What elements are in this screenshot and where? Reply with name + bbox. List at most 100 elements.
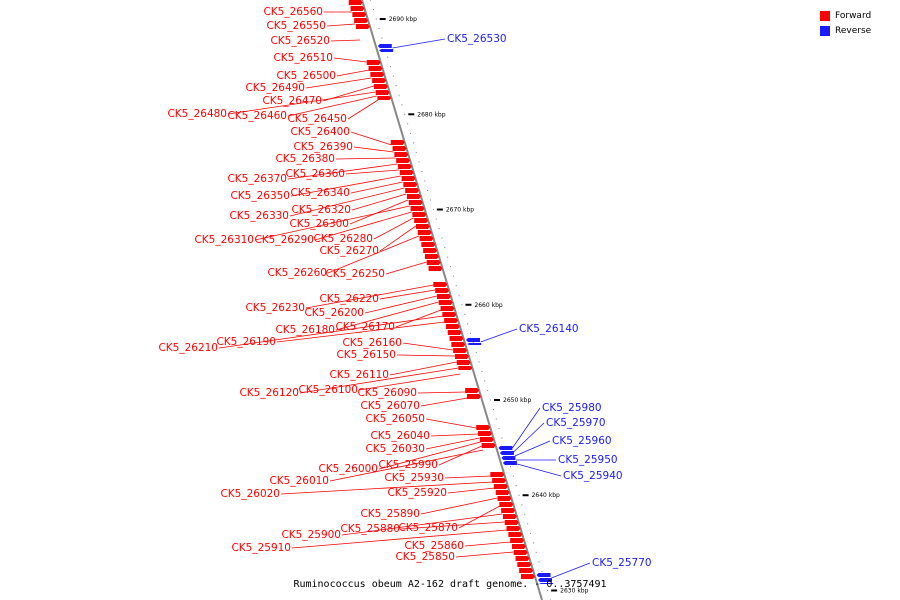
- forward-gene-feature[interactable]: [348, 0, 363, 5]
- forward-gene-feature[interactable]: [436, 294, 451, 299]
- forward-gene-feature[interactable]: [447, 330, 462, 335]
- reverse-gene-label[interactable]: CK5_25960: [552, 435, 612, 447]
- forward-gene-feature[interactable]: [401, 176, 416, 181]
- forward-gene-feature[interactable]: [444, 318, 459, 323]
- forward-gene-feature[interactable]: [440, 306, 455, 311]
- forward-gene-feature[interactable]: [497, 496, 512, 501]
- reverse-gene-feature[interactable]: [536, 573, 551, 577]
- forward-gene-label[interactable]: CK5_26160: [342, 337, 402, 349]
- forward-gene-label[interactable]: CK5_26560: [263, 6, 323, 18]
- forward-gene-label[interactable]: CK5_25920: [387, 487, 447, 499]
- forward-gene-label[interactable]: CK5_25870: [398, 522, 458, 534]
- forward-gene-feature[interactable]: [508, 532, 523, 537]
- forward-gene-label[interactable]: CK5_26310: [194, 234, 254, 246]
- forward-gene-feature[interactable]: [510, 538, 525, 543]
- forward-gene-label[interactable]: CK5_26360: [285, 168, 345, 180]
- forward-gene-feature[interactable]: [481, 443, 496, 448]
- forward-gene-label[interactable]: CK5_25850: [395, 551, 455, 563]
- forward-gene-feature[interactable]: [520, 574, 535, 579]
- forward-gene-label[interactable]: CK5_25930: [384, 472, 444, 484]
- forward-gene-feature[interactable]: [350, 6, 365, 11]
- forward-gene-feature[interactable]: [502, 514, 517, 519]
- forward-gene-label[interactable]: CK5_26480: [167, 108, 227, 120]
- forward-gene-feature[interactable]: [366, 60, 381, 65]
- forward-gene-feature[interactable]: [435, 288, 450, 293]
- forward-gene-feature[interactable]: [449, 336, 464, 341]
- forward-gene-label[interactable]: CK5_26450: [287, 113, 347, 125]
- forward-gene-label[interactable]: CK5_26380: [275, 153, 335, 165]
- forward-gene-feature[interactable]: [493, 484, 508, 489]
- reverse-gene-feature[interactable]: [466, 338, 480, 342]
- forward-gene-feature[interactable]: [410, 206, 425, 211]
- forward-gene-label[interactable]: CK5_26150: [336, 349, 396, 361]
- reverse-gene-feature[interactable]: [539, 583, 554, 584]
- reverse-gene-feature[interactable]: [501, 456, 516, 460]
- forward-gene-feature[interactable]: [453, 348, 468, 353]
- forward-gene-label[interactable]: CK5_26090: [357, 387, 417, 399]
- forward-gene-label[interactable]: CK5_26300: [289, 218, 349, 230]
- forward-gene-feature[interactable]: [501, 508, 516, 513]
- forward-gene-label[interactable]: CK5_25860: [404, 540, 464, 552]
- reverse-gene-feature[interactable]: [377, 44, 392, 48]
- forward-gene-feature[interactable]: [513, 550, 528, 555]
- forward-gene-label[interactable]: CK5_26270: [319, 245, 379, 257]
- forward-gene-label[interactable]: CK5_26110: [329, 369, 389, 381]
- forward-gene-label[interactable]: CK5_26250: [325, 268, 385, 280]
- forward-gene-feature[interactable]: [442, 312, 457, 317]
- forward-gene-feature[interactable]: [421, 242, 436, 247]
- forward-gene-feature[interactable]: [495, 490, 510, 495]
- forward-gene-feature[interactable]: [424, 254, 439, 259]
- forward-gene-feature[interactable]: [375, 90, 390, 95]
- forward-gene-feature[interactable]: [390, 140, 405, 145]
- forward-gene-feature[interactable]: [458, 366, 473, 370]
- forward-gene-label[interactable]: CK5_26180: [275, 324, 335, 336]
- forward-gene-feature[interactable]: [466, 394, 481, 399]
- forward-gene-feature[interactable]: [476, 425, 491, 430]
- forward-gene-feature[interactable]: [354, 18, 369, 23]
- forward-gene-label[interactable]: CK5_26470: [262, 95, 322, 107]
- forward-gene-label[interactable]: CK5_25890: [360, 508, 420, 520]
- forward-gene-label[interactable]: CK5_26330: [229, 210, 289, 222]
- reverse-gene-label[interactable]: CK5_26140: [519, 323, 579, 335]
- forward-gene-feature[interactable]: [519, 568, 534, 573]
- forward-gene-feature[interactable]: [451, 342, 466, 347]
- forward-gene-feature[interactable]: [423, 248, 438, 253]
- forward-gene-feature[interactable]: [355, 24, 370, 29]
- forward-gene-label[interactable]: CK5_26010: [269, 475, 329, 487]
- reverse-gene-feature[interactable]: [502, 461, 517, 465]
- forward-gene-feature[interactable]: [426, 260, 441, 265]
- forward-gene-feature[interactable]: [428, 266, 443, 271]
- reverse-gene-label[interactable]: CK5_25950: [558, 454, 618, 466]
- reverse-gene-feature[interactable]: [498, 446, 513, 450]
- forward-gene-feature[interactable]: [511, 544, 526, 549]
- forward-gene-feature[interactable]: [405, 188, 420, 193]
- forward-gene-label[interactable]: CK5_26040: [370, 430, 430, 442]
- forward-gene-label[interactable]: CK5_26030: [365, 443, 425, 455]
- forward-gene-label[interactable]: CK5_26280: [313, 233, 373, 245]
- forward-gene-label[interactable]: CK5_26390: [293, 141, 353, 153]
- forward-gene-label[interactable]: CK5_26230: [245, 302, 305, 314]
- forward-gene-label[interactable]: CK5_26100: [298, 384, 358, 396]
- forward-gene-label[interactable]: CK5_26200: [304, 307, 364, 319]
- forward-gene-feature[interactable]: [419, 236, 434, 241]
- forward-gene-feature[interactable]: [465, 388, 480, 393]
- forward-gene-label[interactable]: CK5_25990: [378, 459, 438, 471]
- forward-gene-feature[interactable]: [504, 520, 519, 525]
- forward-gene-label[interactable]: CK5_25900: [281, 529, 341, 541]
- forward-gene-label[interactable]: CK5_26210: [158, 342, 218, 354]
- forward-gene-feature[interactable]: [479, 437, 494, 442]
- forward-gene-label[interactable]: CK5_26350: [230, 190, 290, 202]
- forward-gene-label[interactable]: CK5_26290: [254, 234, 314, 246]
- forward-gene-label[interactable]: CK5_26260: [267, 267, 327, 279]
- forward-gene-feature[interactable]: [415, 224, 430, 229]
- forward-gene-feature[interactable]: [372, 78, 387, 83]
- forward-gene-feature[interactable]: [373, 84, 388, 89]
- forward-gene-label[interactable]: CK5_26070: [360, 400, 420, 412]
- forward-gene-label[interactable]: CK5_26050: [365, 413, 425, 425]
- forward-gene-feature[interactable]: [506, 526, 521, 531]
- forward-gene-feature[interactable]: [499, 502, 514, 507]
- forward-gene-label[interactable]: CK5_26460: [227, 110, 287, 122]
- forward-gene-feature[interactable]: [517, 562, 532, 567]
- reverse-gene-label[interactable]: CK5_26530: [447, 33, 507, 45]
- forward-gene-label[interactable]: CK5_26220: [319, 293, 379, 305]
